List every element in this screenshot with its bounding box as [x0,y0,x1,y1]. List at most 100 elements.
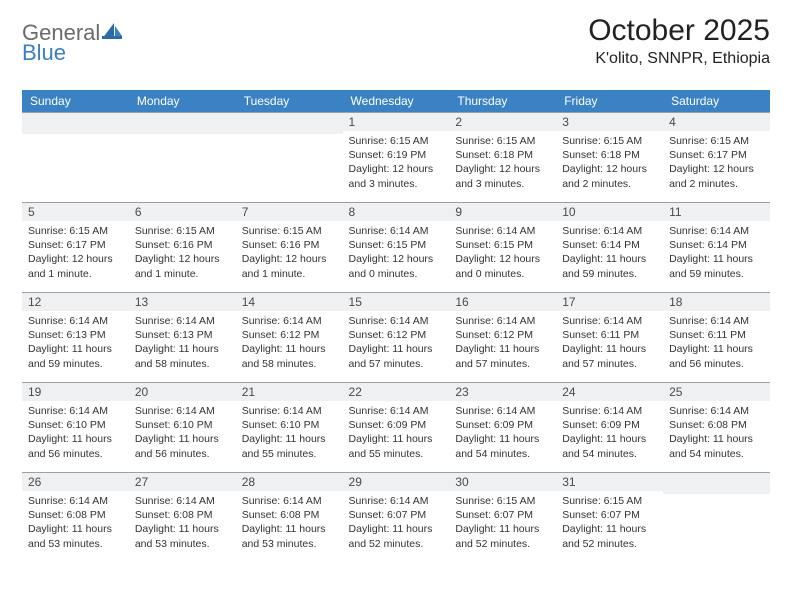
sunset-text: Sunset: 6:19 PM [349,148,444,162]
sunrise-text: Sunrise: 6:14 AM [349,314,444,328]
daylight-text: Daylight: 12 hours and 2 minutes. [562,162,657,190]
sunset-text: Sunset: 6:08 PM [28,508,123,522]
day-details: Sunrise: 6:15 AMSunset: 6:16 PMDaylight:… [129,221,236,281]
calendar-body: 1Sunrise: 6:15 AMSunset: 6:19 PMDaylight… [22,112,770,562]
calendar-cell: 31Sunrise: 6:15 AMSunset: 6:07 PMDayligh… [556,472,663,562]
calendar-cell: 15Sunrise: 6:14 AMSunset: 6:12 PMDayligh… [343,292,450,382]
day-number-bar [22,112,129,134]
day-number-bar [663,472,770,494]
sunrise-text: Sunrise: 6:14 AM [135,404,230,418]
day-details: Sunrise: 6:15 AMSunset: 6:18 PMDaylight:… [556,131,663,191]
daylight-text: Daylight: 11 hours and 59 minutes. [28,342,123,370]
calendar-cell: 19Sunrise: 6:14 AMSunset: 6:10 PMDayligh… [22,382,129,472]
day-number: 10 [556,202,663,221]
calendar-cell: 22Sunrise: 6:14 AMSunset: 6:09 PMDayligh… [343,382,450,472]
daylight-text: Daylight: 11 hours and 56 minutes. [135,432,230,460]
calendar-cell [663,472,770,562]
weekday-header-row: Sunday Monday Tuesday Wednesday Thursday… [22,90,770,112]
day-number: 13 [129,292,236,311]
sunset-text: Sunset: 6:07 PM [455,508,550,522]
daylight-text: Daylight: 11 hours and 53 minutes. [242,522,337,550]
calendar-cell: 13Sunrise: 6:14 AMSunset: 6:13 PMDayligh… [129,292,236,382]
daylight-text: Daylight: 11 hours and 54 minutes. [669,432,764,460]
sunset-text: Sunset: 6:08 PM [669,418,764,432]
sunset-text: Sunset: 6:12 PM [349,328,444,342]
weekday-header: Monday [129,90,236,112]
weekday-header: Friday [556,90,663,112]
daylight-text: Daylight: 11 hours and 57 minutes. [562,342,657,370]
logo-sail-icon [102,23,122,39]
day-number-bar [129,112,236,134]
day-details: Sunrise: 6:14 AMSunset: 6:08 PMDaylight:… [236,491,343,551]
day-number: 4 [663,112,770,131]
daylight-text: Daylight: 12 hours and 3 minutes. [349,162,444,190]
day-number: 18 [663,292,770,311]
sunset-text: Sunset: 6:09 PM [455,418,550,432]
daylight-text: Daylight: 11 hours and 54 minutes. [455,432,550,460]
day-details: Sunrise: 6:14 AMSunset: 6:08 PMDaylight:… [129,491,236,551]
calendar-cell: 9Sunrise: 6:14 AMSunset: 6:15 PMDaylight… [449,202,556,292]
day-number: 1 [343,112,450,131]
calendar-cell: 25Sunrise: 6:14 AMSunset: 6:08 PMDayligh… [663,382,770,472]
day-details: Sunrise: 6:14 AMSunset: 6:09 PMDaylight:… [343,401,450,461]
sunrise-text: Sunrise: 6:14 AM [242,494,337,508]
sunrise-text: Sunrise: 6:14 AM [562,224,657,238]
sunrise-text: Sunrise: 6:15 AM [455,134,550,148]
day-details: Sunrise: 6:14 AMSunset: 6:14 PMDaylight:… [663,221,770,281]
sunset-text: Sunset: 6:10 PM [242,418,337,432]
day-details: Sunrise: 6:14 AMSunset: 6:10 PMDaylight:… [129,401,236,461]
sunrise-text: Sunrise: 6:14 AM [349,494,444,508]
calendar-week-row: 1Sunrise: 6:15 AMSunset: 6:19 PMDaylight… [22,112,770,202]
calendar-cell: 24Sunrise: 6:14 AMSunset: 6:09 PMDayligh… [556,382,663,472]
day-details: Sunrise: 6:14 AMSunset: 6:08 PMDaylight:… [22,491,129,551]
day-details: Sunrise: 6:15 AMSunset: 6:07 PMDaylight:… [556,491,663,551]
calendar-cell: 3Sunrise: 6:15 AMSunset: 6:18 PMDaylight… [556,112,663,202]
daylight-text: Daylight: 11 hours and 58 minutes. [242,342,337,370]
day-number: 25 [663,382,770,401]
daylight-text: Daylight: 12 hours and 1 minute. [242,252,337,280]
calendar-cell: 5Sunrise: 6:15 AMSunset: 6:17 PMDaylight… [22,202,129,292]
day-number: 27 [129,472,236,491]
day-number: 24 [556,382,663,401]
sunrise-text: Sunrise: 6:14 AM [349,224,444,238]
calendar-cell [22,112,129,202]
day-number: 9 [449,202,556,221]
sunset-text: Sunset: 6:07 PM [349,508,444,522]
sunset-text: Sunset: 6:11 PM [669,328,764,342]
calendar-cell: 18Sunrise: 6:14 AMSunset: 6:11 PMDayligh… [663,292,770,382]
day-details: Sunrise: 6:14 AMSunset: 6:10 PMDaylight:… [236,401,343,461]
day-number: 20 [129,382,236,401]
calendar-cell [129,112,236,202]
weekday-header: Wednesday [343,90,450,112]
day-details: Sunrise: 6:15 AMSunset: 6:16 PMDaylight:… [236,221,343,281]
daylight-text: Daylight: 11 hours and 59 minutes. [562,252,657,280]
sunrise-text: Sunrise: 6:14 AM [669,224,764,238]
day-number: 26 [22,472,129,491]
day-details: Sunrise: 6:14 AMSunset: 6:12 PMDaylight:… [236,311,343,371]
sunset-text: Sunset: 6:18 PM [562,148,657,162]
calendar-cell: 2Sunrise: 6:15 AMSunset: 6:18 PMDaylight… [449,112,556,202]
day-number: 23 [449,382,556,401]
sunset-text: Sunset: 6:13 PM [28,328,123,342]
day-number: 15 [343,292,450,311]
sunrise-text: Sunrise: 6:14 AM [455,224,550,238]
daylight-text: Daylight: 11 hours and 58 minutes. [135,342,230,370]
day-details: Sunrise: 6:14 AMSunset: 6:15 PMDaylight:… [449,221,556,281]
location-subtitle: K'olito, SNNPR, Ethiopia [588,50,770,68]
sunset-text: Sunset: 6:17 PM [669,148,764,162]
sunrise-text: Sunrise: 6:14 AM [455,404,550,418]
title-block: October 2025 K'olito, SNNPR, Ethiopia [588,14,770,68]
day-number: 6 [129,202,236,221]
logo-text-blue: Blue [22,40,66,65]
day-details: Sunrise: 6:14 AMSunset: 6:13 PMDaylight:… [22,311,129,371]
calendar-cell: 17Sunrise: 6:14 AMSunset: 6:11 PMDayligh… [556,292,663,382]
calendar-cell: 6Sunrise: 6:15 AMSunset: 6:16 PMDaylight… [129,202,236,292]
daylight-text: Daylight: 12 hours and 0 minutes. [455,252,550,280]
day-details: Sunrise: 6:14 AMSunset: 6:09 PMDaylight:… [449,401,556,461]
sunrise-text: Sunrise: 6:15 AM [669,134,764,148]
sunset-text: Sunset: 6:07 PM [562,508,657,522]
weekday-header: Tuesday [236,90,343,112]
sunset-text: Sunset: 6:14 PM [669,238,764,252]
day-number: 3 [556,112,663,131]
sunset-text: Sunset: 6:11 PM [562,328,657,342]
